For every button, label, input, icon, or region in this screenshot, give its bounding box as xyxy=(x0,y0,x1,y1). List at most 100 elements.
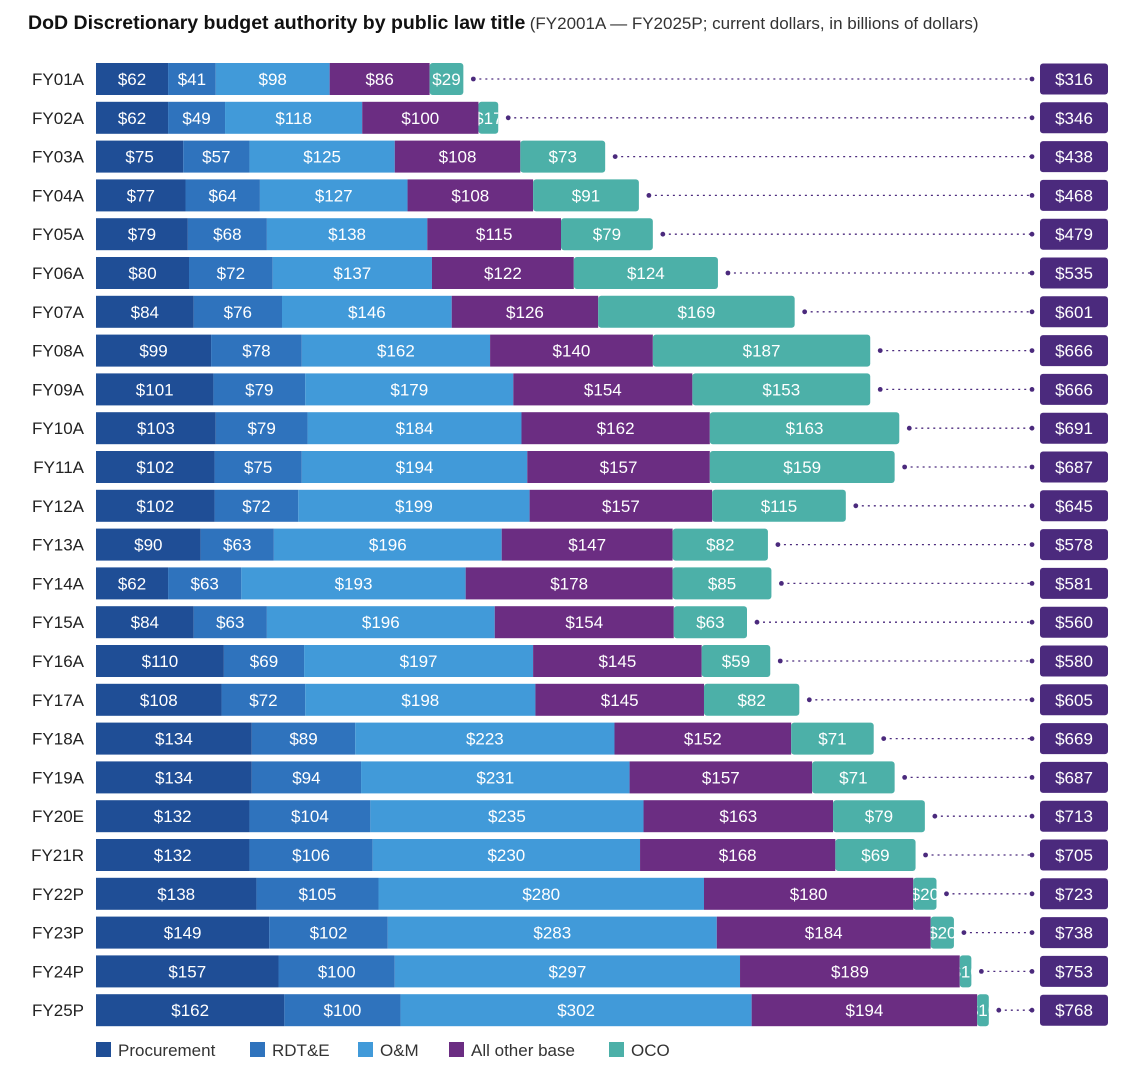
total-badge xyxy=(1040,179,1108,211)
bar-segment xyxy=(96,218,188,251)
total-badge xyxy=(1040,373,1108,405)
bar-segment xyxy=(429,63,464,95)
data-label: $157 xyxy=(602,497,640,516)
total-label: $468 xyxy=(1055,186,1093,205)
category-label: FY07A xyxy=(32,303,85,322)
category-label: FY12A xyxy=(32,497,85,516)
data-label: $137 xyxy=(333,264,371,283)
bar-segment xyxy=(301,451,528,483)
bar-segment xyxy=(812,761,895,794)
data-label: $163 xyxy=(786,419,824,438)
leader-dot-start xyxy=(612,154,618,160)
total-badge xyxy=(1040,529,1108,561)
data-label: $101 xyxy=(136,380,174,399)
bar-segment xyxy=(96,722,252,755)
leader-dot-end xyxy=(1029,154,1035,160)
data-label: $184 xyxy=(805,924,843,943)
data-label: $62 xyxy=(118,109,146,128)
bar-segment xyxy=(652,334,871,367)
category-label: FY02A xyxy=(32,109,85,128)
total-badge xyxy=(1040,839,1108,871)
bar-segment xyxy=(259,179,408,212)
data-label: $110 xyxy=(142,652,179,671)
category-label: FY20E xyxy=(32,807,84,826)
bar-segment xyxy=(249,839,373,871)
bar-segment xyxy=(614,722,792,755)
bar-segment xyxy=(189,257,273,289)
bar-segment xyxy=(304,645,534,677)
bar-segment xyxy=(513,373,693,406)
bar-segment xyxy=(214,451,302,483)
bar-segment xyxy=(520,140,606,173)
bar-segment xyxy=(168,567,242,600)
category-label: FY01A xyxy=(32,70,85,89)
legend-swatch xyxy=(250,1042,265,1057)
leader-dot-end xyxy=(1029,775,1035,780)
bar-segment xyxy=(501,528,673,561)
data-label: $235 xyxy=(488,807,526,826)
data-label: $102 xyxy=(136,458,174,477)
leader-dot-end xyxy=(1029,387,1035,392)
leader-dot-start xyxy=(725,270,731,276)
leader-dot-start xyxy=(877,348,883,353)
leader-dot-start xyxy=(775,542,781,547)
bar-segment xyxy=(709,451,895,483)
total-badge xyxy=(1040,451,1108,483)
bar-segment xyxy=(96,63,169,95)
bar-segment xyxy=(214,489,299,522)
total-badge xyxy=(1040,490,1108,522)
data-label: $157 xyxy=(600,458,638,477)
data-label: $157 xyxy=(702,768,740,787)
data-label: $106 xyxy=(292,846,330,865)
data-label: $145 xyxy=(601,691,639,710)
total-label: $768 xyxy=(1055,1001,1093,1020)
data-label: $145 xyxy=(598,652,636,671)
leader-dot-start xyxy=(505,115,511,121)
total-label: $601 xyxy=(1055,303,1093,322)
total-label: $669 xyxy=(1055,730,1093,749)
bar-segment xyxy=(241,567,466,600)
total-label: $687 xyxy=(1055,458,1093,477)
data-label: $194 xyxy=(396,458,434,477)
data-label: $100 xyxy=(401,109,439,128)
data-label: $57 xyxy=(202,148,230,167)
total-label: $723 xyxy=(1055,885,1093,904)
data-label: $134 xyxy=(155,730,193,749)
data-label: $10 xyxy=(951,962,979,981)
bar-segment xyxy=(273,528,502,561)
bar-segment xyxy=(372,839,641,871)
data-label: $168 xyxy=(719,846,757,865)
bar-segment xyxy=(833,800,925,833)
data-label: $100 xyxy=(324,1001,362,1020)
data-label: $297 xyxy=(548,962,586,981)
bar-segment xyxy=(740,955,960,988)
bar-segment xyxy=(223,645,305,677)
bar-segment xyxy=(378,877,704,910)
bar-segment xyxy=(977,994,989,1027)
data-label: $75 xyxy=(125,148,153,167)
total-badge xyxy=(1040,800,1108,832)
data-label: $104 xyxy=(291,807,329,826)
data-label: $108 xyxy=(439,148,477,167)
data-label: $63 xyxy=(223,536,251,555)
data-label: $99 xyxy=(139,342,167,361)
legend-swatch xyxy=(96,1042,111,1057)
category-label: FY10A xyxy=(32,419,85,438)
category-label: FY06A xyxy=(32,264,85,283)
bar-segment xyxy=(213,373,306,406)
category-label: FY08A xyxy=(32,342,85,361)
data-label: $199 xyxy=(395,497,433,516)
total-badge xyxy=(1040,645,1108,677)
data-label: $75 xyxy=(244,458,272,477)
leader-dot-start xyxy=(881,736,887,741)
data-label: $118 xyxy=(275,109,312,128)
bar-segment xyxy=(251,722,356,755)
bar-segment xyxy=(465,567,673,600)
total-label: $705 xyxy=(1055,846,1093,865)
bar-segment xyxy=(96,334,212,367)
bar-segment xyxy=(193,606,267,639)
category-label: FY15A xyxy=(32,613,85,632)
data-label: $10 xyxy=(969,1001,997,1020)
leader-dot-end xyxy=(1029,193,1035,198)
leader-dot-start xyxy=(978,969,984,974)
